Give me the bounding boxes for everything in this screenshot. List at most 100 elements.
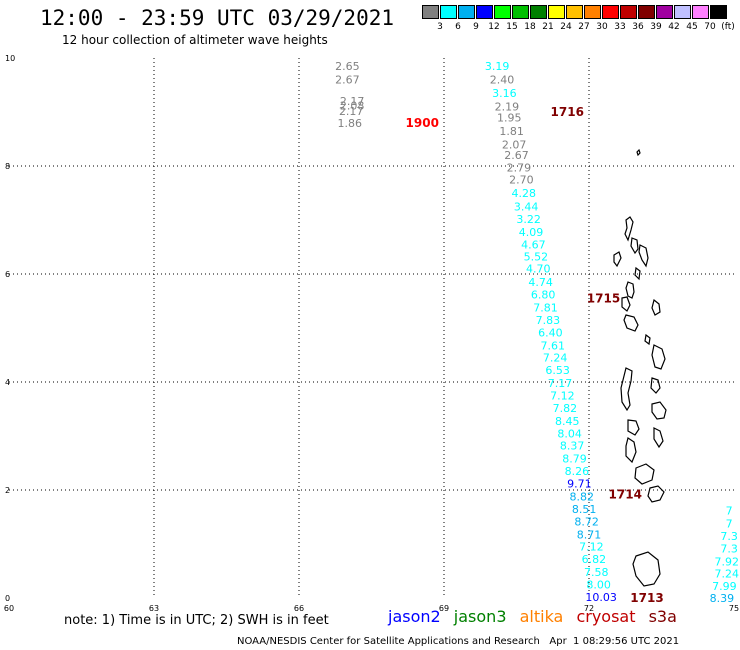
graticule-grid: 60 63 66 69 72 75 0 2 4 6 8 10: [4, 54, 739, 613]
satellite-jason2: jason2: [388, 607, 441, 626]
swh-value: 4.70: [526, 263, 551, 276]
swh-value: 4.74: [528, 276, 553, 289]
legend-swatch: [692, 5, 709, 19]
legend-swatch: [638, 5, 655, 19]
legend-label: 30: [596, 22, 608, 32]
legend-label: 45: [686, 22, 698, 32]
color-legend: 3 6 9 12 15 18 21 24 27 30 33 36 39 42 45 70 (ft): [422, 5, 735, 39]
swh-value: 7.17: [548, 377, 573, 390]
island-outline: [634, 463, 655, 485]
legend-swatch: [584, 5, 601, 19]
swh-value: 2.67: [504, 149, 529, 162]
swh-value: 7.81: [533, 301, 558, 314]
island-outline: [651, 401, 667, 420]
legend-swatch: [494, 5, 511, 19]
island-outline: [613, 251, 622, 268]
swh-value: 7: [726, 517, 733, 530]
y-tick-label: 0: [5, 594, 10, 603]
swh-value: 7.24: [543, 352, 568, 365]
maldives-coastline: [613, 148, 667, 587]
swh-value: 7.3: [720, 542, 738, 555]
swh-value: 6.82: [582, 553, 607, 566]
swh-value: 8.72: [574, 515, 599, 528]
island-outline: [644, 333, 651, 346]
swh-value: 8.79: [562, 453, 587, 466]
island-outline: [634, 266, 641, 281]
chart-subtitle: 12 hour collection of altimeter wave hei…: [62, 33, 328, 47]
swh-value: 7.12: [550, 390, 575, 403]
island-outline: [650, 377, 661, 394]
swh-value: 5.52: [524, 251, 549, 264]
swh-value: 8.04: [557, 427, 582, 440]
pass-time: 1716: [551, 105, 584, 119]
swh-value: 4.28: [512, 187, 537, 200]
legend-swatch: [548, 5, 565, 19]
swh-value: 2.08: [340, 100, 365, 113]
island-outline: [653, 427, 664, 449]
island-outline: [621, 296, 631, 312]
legend-label: (ft): [721, 22, 735, 32]
x-tick-label: 69: [439, 604, 449, 613]
island-outline: [625, 437, 637, 464]
swh-value: 8.00: [586, 579, 611, 592]
island-outline: [651, 298, 661, 316]
pass-time: 1715: [587, 291, 620, 305]
swh-value: 8.82: [570, 490, 595, 503]
swh-value: 6.53: [545, 364, 570, 377]
swh-value: 3.16: [492, 87, 517, 100]
swh-value: 7.58: [584, 566, 609, 579]
swh-value: 7.99: [712, 580, 737, 593]
island-outline: [632, 551, 661, 587]
swh-value: 8.45: [555, 415, 580, 428]
swh-value: 2.17: [340, 95, 365, 108]
legend-label: 33: [614, 22, 626, 32]
island-outline: [651, 344, 666, 370]
legend-label: 36: [632, 22, 644, 32]
swh-value: 2.65: [335, 60, 360, 73]
legend-label: 18: [524, 22, 536, 32]
legend-label: 21: [542, 22, 554, 32]
legend-label: 12: [488, 22, 500, 32]
legend-swatch: [530, 5, 547, 19]
legend-swatch: [566, 5, 583, 19]
swh-value: 2.19: [495, 101, 520, 114]
legend-label: 70: [704, 22, 716, 32]
y-tick-label: 2: [5, 486, 10, 495]
swh-value: 2.40: [490, 74, 515, 87]
legend-swatch: [620, 5, 637, 19]
island-outline: [620, 367, 633, 412]
swh-value: 10.03: [585, 591, 617, 604]
legend-swatch: [656, 5, 673, 19]
swh-value: 3.22: [516, 213, 541, 226]
swh-value: 7.82: [553, 402, 578, 415]
y-tick-label: 4: [5, 378, 10, 387]
swh-value: 1.95: [497, 111, 522, 124]
satellite-cryosat: cryosat: [576, 607, 636, 626]
satellite-altika: altika: [519, 607, 564, 626]
swh-value: 2.79: [507, 162, 532, 175]
legend-label: 3: [437, 22, 443, 32]
pass-time: 1713: [630, 591, 663, 605]
legend-label: 24: [560, 22, 572, 32]
x-tick-label: 63: [149, 604, 159, 613]
swh-value: 6.80: [531, 289, 556, 302]
satellite-s3a: s3a: [648, 607, 677, 626]
island-outline: [624, 216, 634, 242]
swh-value: 2.70: [509, 174, 534, 187]
swh-value: 2.17: [339, 105, 364, 118]
island-outline: [627, 419, 640, 436]
island-outline: [647, 485, 665, 503]
swh-value: 7.83: [536, 314, 561, 327]
y-tick-label: 6: [5, 270, 10, 279]
legend-swatch: [422, 5, 439, 19]
x-tick-label: 75: [729, 604, 739, 613]
y-tick-label: 10: [5, 54, 15, 63]
swh-value: 8.39: [710, 592, 735, 605]
x-tick-label: 72: [584, 604, 594, 613]
pass-time: 1714: [609, 487, 642, 501]
swh-value: 7.92: [715, 555, 740, 568]
swh-value: 8.51: [572, 503, 597, 516]
legend-label: 27: [578, 22, 590, 32]
swh-value: 7.3: [720, 530, 738, 543]
